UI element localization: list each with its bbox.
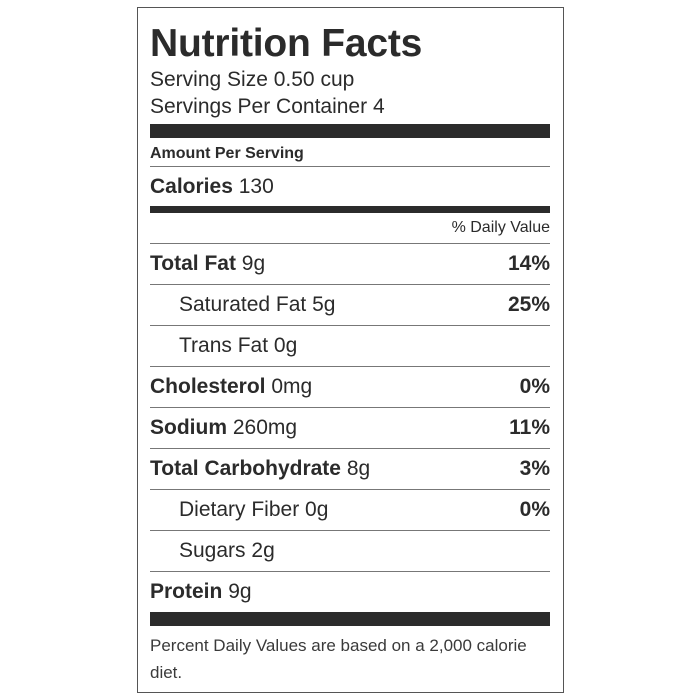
calories-value: 130 xyxy=(238,175,274,198)
nutrient-amount: 5g xyxy=(312,293,336,316)
nutrient-row-trans-fat: Trans Fat 0g xyxy=(150,326,550,367)
nutrient-row-dietary-fiber: Dietary Fiber 0g 0% xyxy=(150,490,550,531)
calories-label: Calories xyxy=(150,175,233,198)
nutrient-name: Sugars xyxy=(179,539,246,562)
nutrient-row-saturated-fat: Saturated Fat 5g 25% xyxy=(150,285,550,326)
nutrition-facts-label: Nutrition Facts Serving Size 0.50 cup Se… xyxy=(137,7,564,693)
nutrient-percent: 25% xyxy=(507,293,550,316)
daily-value-header: % Daily Value xyxy=(150,213,550,244)
amount-per-serving: Amount Per Serving xyxy=(150,142,550,167)
nutrient-name: Cholesterol xyxy=(150,375,266,398)
nutrient-row-sodium: Sodium 260mg 11% xyxy=(150,408,550,449)
servings-per-container-label: Servings Per Container xyxy=(150,95,368,118)
nutrient-amount: 2g xyxy=(251,539,275,562)
nutrient-amount: 9g xyxy=(241,252,266,275)
nutrient-name: Total Carbohydrate xyxy=(150,457,341,480)
servings-per-container-value: 4 xyxy=(372,95,385,118)
nutrient-amount: 8g xyxy=(346,457,371,480)
nutrient-amount: 9g xyxy=(228,580,252,603)
nutrient-percent: 11% xyxy=(509,416,550,439)
nutrient-name: Total Fat xyxy=(150,252,236,275)
medium-divider xyxy=(150,206,550,213)
nutrient-amount: 0g xyxy=(273,334,298,357)
serving-size-value: 0.50 cup xyxy=(273,68,355,91)
servings-per-container: Servings Per Container 4 xyxy=(150,93,550,120)
nutrient-row-protein: Protein 9g xyxy=(150,572,550,612)
bottom-thick-divider xyxy=(150,612,550,626)
nutrient-row-sugars: Sugars 2g xyxy=(150,531,550,572)
nutrient-row-cholesterol: Cholesterol 0mg 0% xyxy=(150,367,550,408)
label-title: Nutrition Facts xyxy=(150,22,423,65)
nutrient-row-total-carbohydrate: Total Carbohydrate 8g 3% xyxy=(150,449,550,490)
nutrient-percent: 14% xyxy=(507,252,550,275)
nutrient-name: Saturated Fat xyxy=(179,293,307,316)
nutrient-percent: 0% xyxy=(519,498,550,521)
nutrient-name: Dietary Fiber xyxy=(179,498,300,521)
nutrient-percent: 0% xyxy=(519,375,550,398)
nutrient-percent: 3% xyxy=(519,457,550,480)
footnote: Percent Daily Values are based on a 2,00… xyxy=(150,636,527,682)
nutrient-amount: 260mg xyxy=(232,416,298,439)
nutrient-name: Protein xyxy=(150,580,223,603)
nutrient-name: Trans Fat xyxy=(179,334,269,357)
nutrient-name: Sodium xyxy=(150,416,227,439)
nutrient-amount: 0g xyxy=(305,498,329,521)
nutrient-amount: 0mg xyxy=(271,375,313,398)
calories-row: Calories 130 xyxy=(150,167,550,206)
nutrient-row-total-fat: Total Fat 9g 14% xyxy=(150,244,550,285)
serving-size: Serving Size 0.50 cup xyxy=(150,66,550,93)
thick-divider xyxy=(150,124,550,138)
serving-size-label: Serving Size xyxy=(150,68,268,91)
